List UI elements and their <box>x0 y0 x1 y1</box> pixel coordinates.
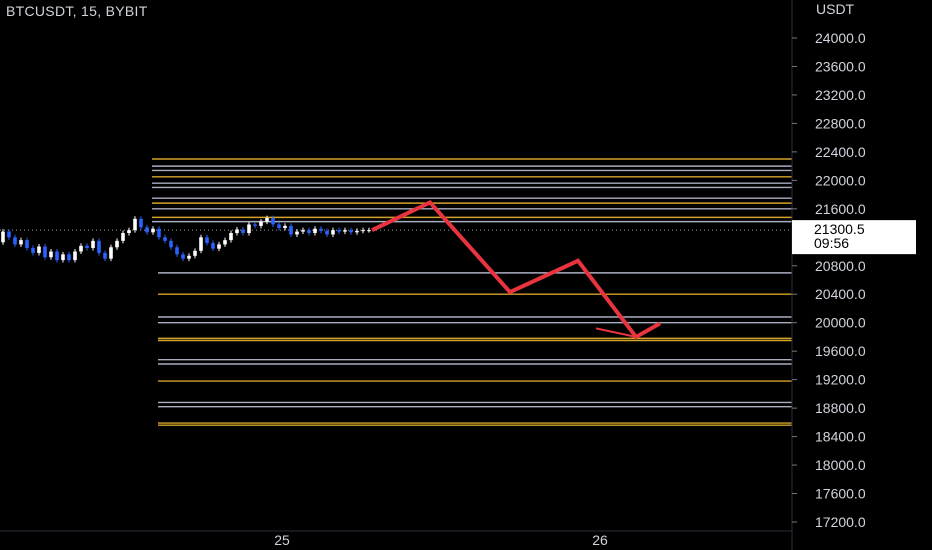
candle-body <box>337 230 341 232</box>
price-tick-label: 17200.0 <box>815 514 866 530</box>
candle-body <box>145 227 149 233</box>
candle-body <box>133 218 137 231</box>
projection-path[interactable] <box>371 199 661 340</box>
last-price-countdown: 09:56 <box>814 235 849 251</box>
price-tick-label: 18000.0 <box>815 457 866 473</box>
candle-body <box>37 246 41 253</box>
candle-body <box>241 229 245 234</box>
candle-body <box>103 252 107 259</box>
candle-body <box>157 228 161 238</box>
candle-body <box>253 224 257 226</box>
candle-body <box>259 221 263 226</box>
candle-body <box>1 231 5 243</box>
price-tick-label: 20400.0 <box>815 286 866 302</box>
candle-body <box>91 240 95 248</box>
price-tick-label: 22800.0 <box>815 115 866 131</box>
candle-body <box>301 230 305 232</box>
candle-body <box>61 254 65 261</box>
candle-body <box>49 251 53 258</box>
price-tick-label: 20800.0 <box>815 258 866 274</box>
time-tick-label: 26 <box>592 532 608 548</box>
candle-body <box>313 228 317 234</box>
candle-body <box>361 230 365 232</box>
candle-body <box>163 237 167 241</box>
last-price-value: 21300.5 <box>814 221 865 237</box>
time-tick-label: 25 <box>274 532 290 548</box>
candle-body <box>175 247 179 255</box>
candle-body <box>217 244 221 249</box>
candle-body <box>199 237 203 251</box>
candle-body <box>289 225 293 235</box>
last-price-label: 21300.5 09:56 <box>792 220 916 255</box>
price-tick-label: 23600.0 <box>815 58 866 74</box>
time-axis-ticks: 25 26 <box>274 532 608 548</box>
price-tick-label: 20000.0 <box>815 315 866 331</box>
price-axis-ticks: 24000.0 23600.0 23200.0 22800.0 22400.0 22000… <box>792 30 866 530</box>
candle-body <box>349 230 353 233</box>
price-tick-label: 18400.0 <box>815 429 866 445</box>
candle-body <box>223 240 227 245</box>
candle-body <box>55 251 59 261</box>
price-tick-label: 24000.0 <box>815 30 866 46</box>
candle-body <box>367 230 371 232</box>
candle-body <box>319 228 323 231</box>
price-tick-label: 22400.0 <box>815 144 866 160</box>
candle-body <box>127 230 131 234</box>
price-axis-bg[interactable] <box>793 0 932 550</box>
candle-body <box>235 229 239 234</box>
candle-body <box>265 218 269 222</box>
candle-body <box>13 237 17 245</box>
candle-body <box>25 240 29 248</box>
projection-spur[interactable] <box>595 327 637 338</box>
candle-body <box>277 224 281 229</box>
candle-body <box>97 240 101 253</box>
candle-body <box>7 231 11 238</box>
candle-body <box>79 245 83 252</box>
candle-body <box>67 254 71 261</box>
candle-body <box>307 230 311 234</box>
candle-body <box>205 237 209 243</box>
last-price-box <box>792 220 916 255</box>
candle-body <box>271 218 275 225</box>
candle-body <box>247 224 251 234</box>
candle-body <box>19 240 23 245</box>
candle-body <box>355 230 359 233</box>
candle-body <box>151 228 155 233</box>
candle-body <box>109 247 113 259</box>
candle-body <box>283 225 287 229</box>
price-tick-label: 19200.0 <box>815 372 866 388</box>
candle-body <box>181 254 185 259</box>
price-axis-currency: USDT <box>816 1 855 17</box>
price-tick-label: 19600.0 <box>815 343 866 359</box>
candle-body <box>31 247 35 253</box>
candlesticks <box>1 215 371 263</box>
candle-body <box>73 251 77 261</box>
candle-body <box>139 218 143 228</box>
candle-body <box>85 245 89 248</box>
price-tick-label: 17600.0 <box>815 486 866 502</box>
price-tick-label: 23200.0 <box>815 87 866 103</box>
price-tick-label: 22000.0 <box>815 172 866 188</box>
candle-body <box>169 240 173 248</box>
symbol-title[interactable]: BTCUSDT, 15, BYBIT <box>6 3 148 19</box>
horizontal-levels[interactable] <box>152 158 792 426</box>
candle-body <box>193 250 197 256</box>
candle-body <box>211 242 215 249</box>
candle-body <box>121 233 125 241</box>
projection-line[interactable] <box>371 199 661 340</box>
candle-body <box>325 230 329 235</box>
candle-body <box>115 240 119 248</box>
candle-body <box>331 230 335 235</box>
candle-body <box>187 255 191 259</box>
price-tick-label: 18800.0 <box>815 400 866 416</box>
candle-body <box>295 231 299 235</box>
candle-body <box>343 230 347 232</box>
price-tick-label: 21600.0 <box>815 201 866 217</box>
candle-body <box>229 233 233 241</box>
candle-body <box>43 246 47 258</box>
